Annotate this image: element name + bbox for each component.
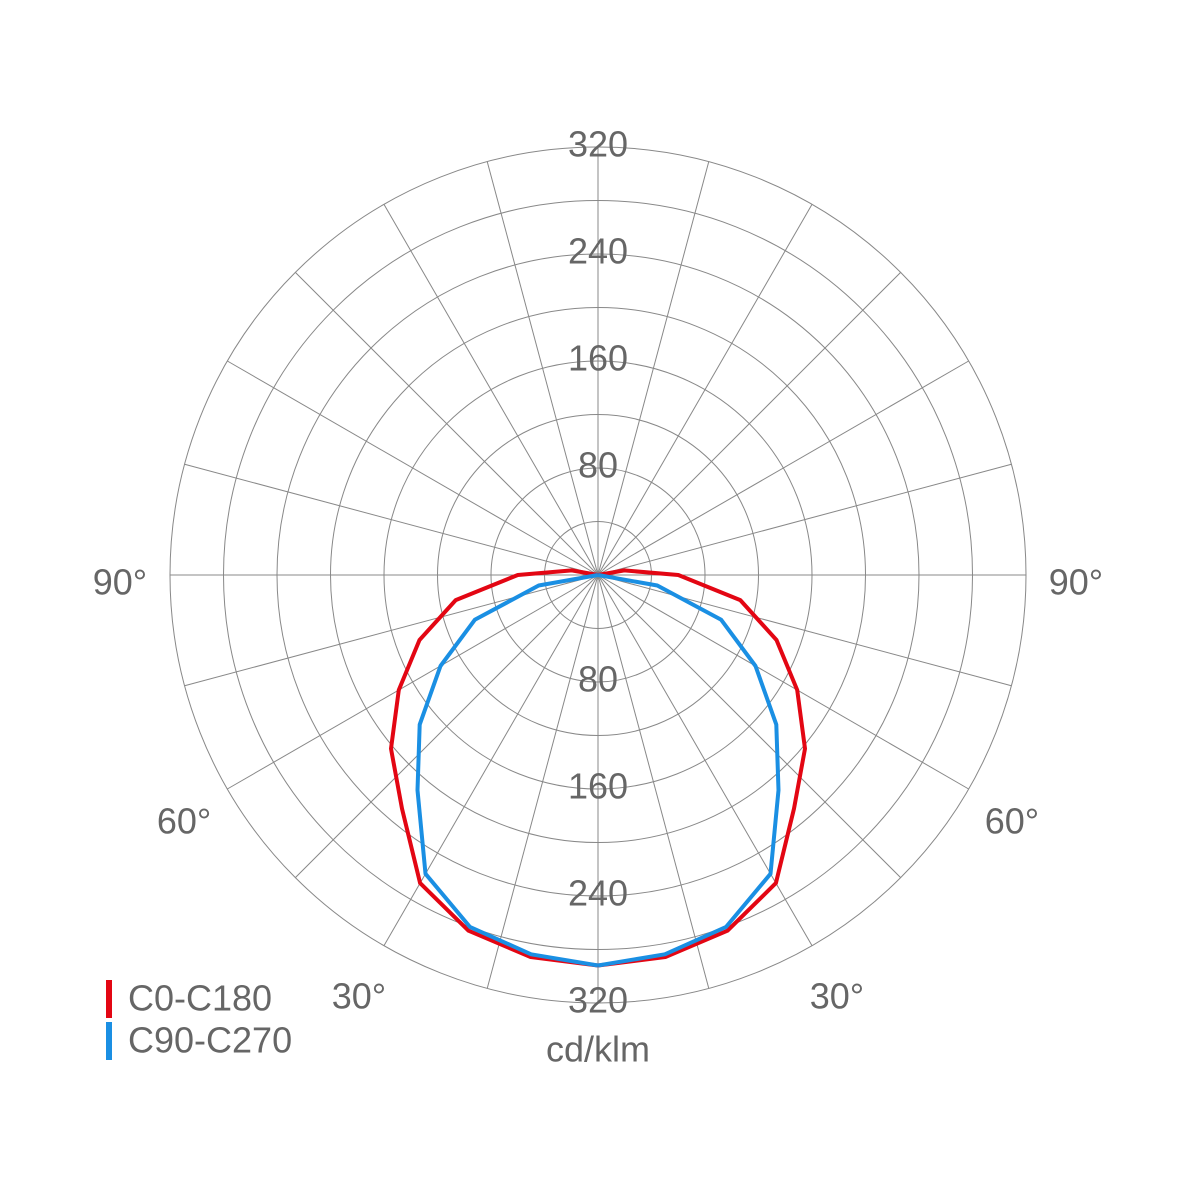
grid-spoke [184, 463, 599, 576]
angle-tick-label: 30° [332, 975, 386, 1016]
grid-spoke [227, 360, 599, 576]
grid-spoke [597, 574, 813, 946]
r-tick-label: 160 [568, 766, 628, 807]
grid-spoke [383, 574, 599, 946]
grid-spoke [295, 272, 599, 576]
angle-tick-label: 90° [93, 562, 147, 603]
grid-spoke [597, 161, 710, 576]
grid-spoke [597, 204, 813, 576]
series-line [597, 568, 807, 968]
legend-label: C0-C180 [128, 978, 272, 1019]
grid-spoke [597, 574, 710, 989]
grid-spoke [227, 574, 599, 790]
grid-spoke [295, 574, 599, 878]
grid-spoke [184, 574, 599, 687]
r-tick-label: 240 [568, 873, 628, 914]
r-tick-label: 320 [568, 980, 628, 1021]
series-line [389, 568, 599, 968]
grid-spoke [597, 574, 1012, 687]
grid-spoke [597, 574, 969, 790]
legend-swatch [106, 1022, 112, 1060]
r-tick-label: 320 [568, 124, 628, 165]
grid-spoke [486, 574, 599, 989]
r-tick-label: 80 [578, 445, 618, 486]
angle-tick-label: 60° [985, 801, 1039, 842]
r-tick-label: 160 [568, 338, 628, 379]
grid-spoke [383, 204, 599, 576]
grid-spoke [597, 272, 901, 576]
grid-spoke [597, 463, 1012, 576]
angle-tick-label: 90° [1049, 562, 1103, 603]
legend-label: C90-C270 [128, 1020, 292, 1061]
grid-spoke [597, 360, 969, 576]
angle-tick-label: 30° [810, 975, 864, 1016]
r-tick-label: 80 [578, 659, 618, 700]
series-line [415, 573, 599, 968]
grid-spoke [486, 161, 599, 576]
angle-tick-label: 60° [157, 801, 211, 842]
unit-label: cd/klm [546, 1029, 650, 1070]
grid-spoke [597, 574, 901, 878]
r-tick-label: 240 [568, 231, 628, 272]
legend-swatch [106, 980, 112, 1018]
series-line [597, 573, 781, 968]
